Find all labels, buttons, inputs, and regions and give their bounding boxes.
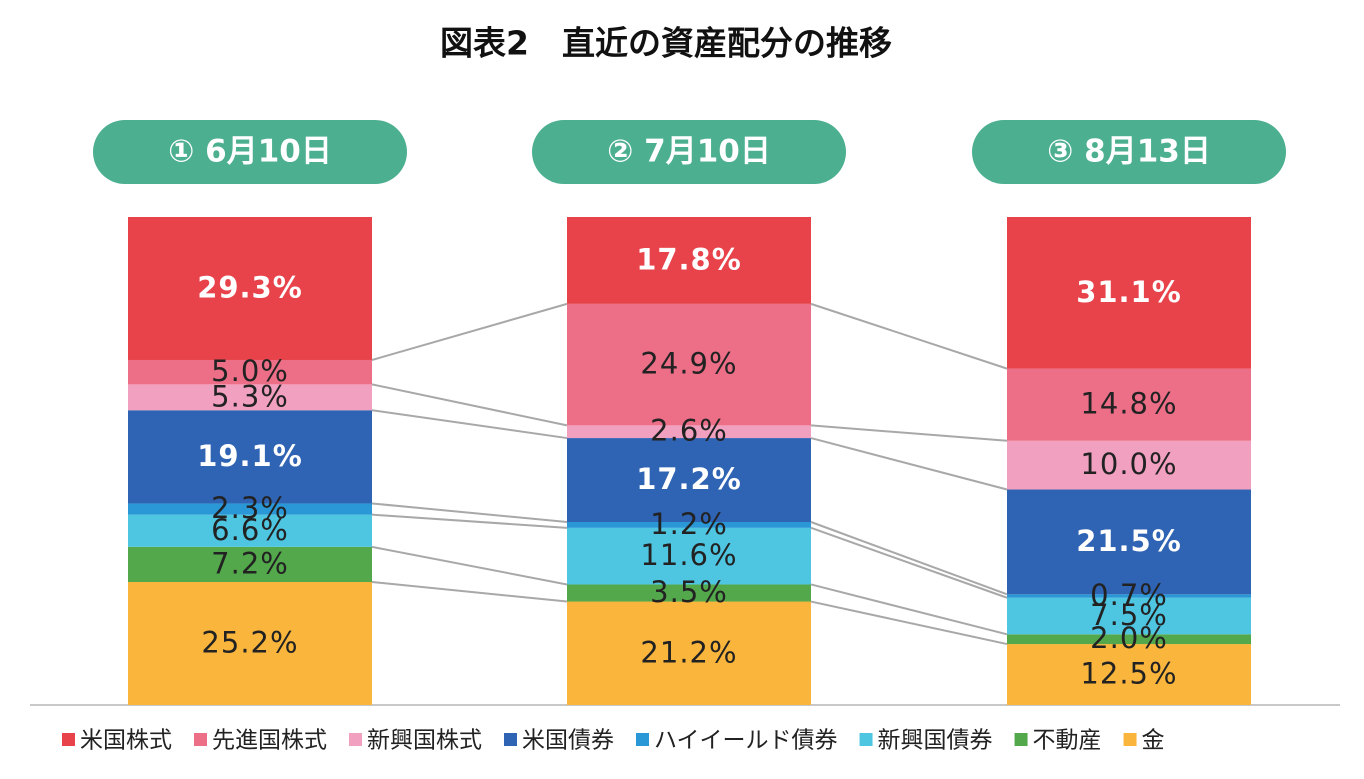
- legend-label: 不動産: [1033, 728, 1102, 754]
- legend-swatch: [504, 733, 517, 746]
- bar-segment: [1007, 489, 1251, 595]
- bar-segment: [128, 410, 372, 504]
- bar-segment: [567, 522, 811, 528]
- value-label: 29.3%: [197, 270, 303, 304]
- bar-segment: [1007, 634, 1251, 645]
- legend-swatch: [349, 733, 362, 746]
- value-label: 14.8%: [1080, 387, 1177, 421]
- legend-label: 先進国株式: [212, 728, 327, 754]
- legend-label: 米国株式: [80, 728, 172, 754]
- connector-line: [371, 581, 568, 603]
- value-label: 17.2%: [636, 462, 742, 496]
- connector-line: [810, 526, 1008, 599]
- bar-segment: [567, 303, 811, 426]
- category-label: ② 7月10日: [607, 134, 771, 170]
- value-label: 21.5%: [1076, 524, 1182, 558]
- legend-label: 金: [1142, 728, 1165, 754]
- bar-segment: [567, 601, 811, 705]
- bar-segment: [567, 425, 811, 439]
- value-label: 5.3%: [211, 379, 289, 413]
- legend-swatch: [859, 733, 873, 746]
- bar-segment: [1007, 594, 1251, 598]
- value-label: 25.2%: [201, 626, 298, 660]
- connector-line: [810, 437, 1008, 491]
- legend-swatch: [194, 733, 207, 746]
- bar-segment: [567, 527, 811, 585]
- category-label: ① 6月10日: [168, 134, 332, 170]
- value-label: 3.5%: [650, 575, 728, 609]
- bar-segment: [1007, 368, 1251, 441]
- bar-segment: [1007, 597, 1251, 635]
- legend-label: 新興国債券: [878, 728, 993, 754]
- bar-segment: [1007, 644, 1251, 705]
- value-label: 7.5%: [1090, 598, 1168, 632]
- bar-segment: [128, 514, 372, 547]
- category-pill: [972, 120, 1286, 184]
- legend-label: ハイイールド債券: [654, 728, 838, 754]
- connector-line: [371, 513, 568, 529]
- bar-segment: [1007, 217, 1251, 369]
- value-label: 7.2%: [211, 546, 289, 580]
- legend-swatch: [636, 733, 649, 746]
- connector-line: [810, 424, 1008, 442]
- value-label: 19.1%: [197, 439, 303, 473]
- connector-line: [371, 545, 568, 586]
- bar-segment: [567, 438, 811, 522]
- connector-line: [810, 302, 1008, 370]
- legend-label: 米国債券: [522, 728, 614, 754]
- connector-line: [371, 409, 568, 440]
- value-label: 21.2%: [640, 635, 737, 669]
- value-label: 0.7%: [1090, 578, 1168, 612]
- value-label: 11.6%: [640, 538, 737, 572]
- category-label: ③ 8月13日: [1047, 134, 1211, 170]
- connector-line: [810, 521, 1008, 596]
- legend-swatch: [1123, 733, 1137, 746]
- bar-segment: [128, 582, 372, 705]
- legend-swatch: [62, 733, 75, 746]
- category-pill: [93, 120, 407, 184]
- connector-line: [371, 302, 568, 361]
- value-label: 10.0%: [1080, 447, 1177, 481]
- bar-segment: [128, 384, 372, 411]
- value-label: 31.1%: [1076, 275, 1182, 309]
- connector-line: [810, 600, 1008, 646]
- bar-segment: [128, 359, 372, 385]
- value-label: 2.0%: [1090, 621, 1168, 655]
- connector-line: [371, 502, 568, 523]
- value-label: 12.5%: [1080, 657, 1177, 691]
- legend-swatch: [1014, 733, 1028, 746]
- value-label: 6.6%: [211, 513, 289, 547]
- legend-label: 新興国株式: [367, 728, 482, 754]
- bar-segment: [128, 546, 372, 583]
- value-label: 2.6%: [650, 414, 728, 448]
- value-label: 5.0%: [211, 354, 289, 388]
- value-label: 1.2%: [650, 507, 728, 541]
- bar-segment: [567, 584, 811, 602]
- connector-line: [371, 383, 568, 427]
- value-label: 24.9%: [640, 347, 737, 381]
- value-label: 17.8%: [636, 242, 742, 276]
- chart-title: 図表2 直近の資産配分の推移: [440, 24, 892, 63]
- bar-segment: [128, 217, 372, 360]
- category-pill: [532, 120, 846, 184]
- value-label: 2.3%: [211, 491, 289, 525]
- connector-line: [810, 583, 1008, 636]
- bar-segment: [1007, 440, 1251, 490]
- bar-segment: [128, 503, 372, 515]
- bar-segment: [567, 217, 811, 304]
